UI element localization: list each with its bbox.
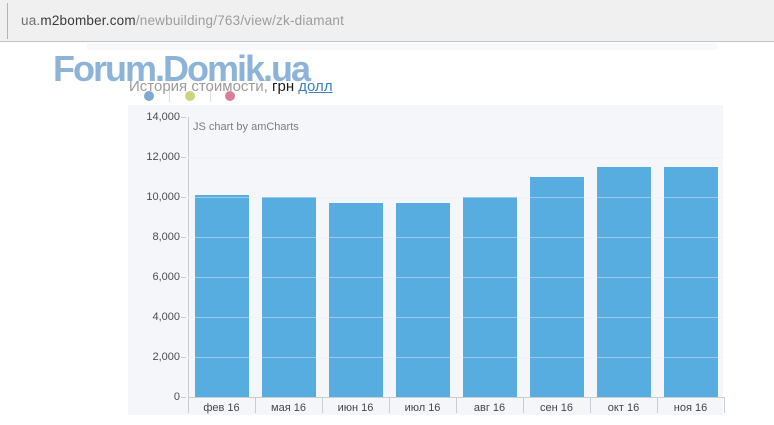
x-axis-tick — [255, 397, 256, 413]
y-axis-label: 4,000 — [152, 311, 180, 323]
subtitle-text: История стоимости, — [129, 78, 268, 95]
y-gridline — [188, 277, 724, 278]
y-gridline — [188, 357, 724, 358]
gridline-overlay — [188, 197, 724, 198]
chart-bar[interactable] — [462, 197, 517, 397]
chart-bar[interactable] — [596, 167, 651, 397]
x-axis-label: авг 16 — [473, 402, 506, 414]
y-gridline — [188, 197, 724, 198]
chart-bar[interactable] — [663, 167, 718, 397]
dot-separator — [169, 88, 170, 102]
y-axis-tick — [181, 237, 186, 238]
y-gridline — [188, 317, 724, 318]
chart-bar[interactable] — [529, 177, 584, 397]
x-axis-tick — [389, 397, 390, 413]
site-logo[interactable]: Forum.Domik.ua — [53, 48, 311, 89]
x-axis-tick — [322, 397, 323, 413]
y-axis-label: 10,000 — [146, 191, 180, 203]
x-axis-tick — [590, 397, 591, 413]
currency-link-usd[interactable]: долл — [298, 78, 333, 95]
y-axis-line — [188, 117, 189, 397]
url-subdomain: ua. — [21, 13, 41, 28]
x-axis-tick — [456, 397, 457, 413]
chart-bar[interactable] — [395, 203, 450, 397]
y-axis-tick — [181, 277, 186, 278]
chart-bar[interactable] — [194, 195, 249, 397]
y-axis-tick — [181, 317, 186, 318]
address-input[interactable]: ua.m2bomber.com/newbuilding/763/view/zk-… — [21, 13, 344, 28]
legend-dot — [225, 91, 235, 101]
y-gridline — [188, 157, 724, 158]
x-axis-label: фев 16 — [203, 402, 240, 414]
page-top-strip — [87, 43, 717, 50]
x-axis-label: мая 16 — [271, 402, 306, 414]
chart-subtitle: История стоимости, грн долл — [129, 78, 333, 95]
y-axis-tick — [181, 157, 186, 158]
x-axis-tick — [523, 397, 524, 413]
y-axis-label: 12,000 — [146, 151, 180, 163]
y-axis-tick — [181, 357, 186, 358]
y-axis-label: 2,000 — [152, 351, 180, 363]
x-axis-tick — [724, 397, 725, 413]
x-axis-label: окт 16 — [607, 402, 640, 414]
legend-dot — [144, 91, 154, 101]
amcharts-watermark[interactable]: JS chart by amCharts — [193, 121, 299, 133]
y-gridline — [188, 237, 724, 238]
y-axis-label: 14,000 — [146, 111, 180, 123]
x-axis-tick — [657, 397, 658, 413]
dot-separator — [210, 88, 211, 102]
x-axis-tick — [188, 397, 189, 413]
gridline-overlay — [188, 277, 724, 278]
chart-bar[interactable] — [328, 203, 383, 397]
gridline-overlay — [188, 157, 724, 158]
y-axis-label: 0 — [173, 391, 180, 403]
x-axis-label: июн 16 — [337, 402, 374, 414]
gridline-overlay — [188, 317, 724, 318]
url-path: /newbuilding/763/view/zk-diamant — [135, 13, 345, 28]
gridline-overlay — [188, 357, 724, 358]
legend-dot — [185, 91, 195, 101]
currency-selected: грн — [272, 78, 295, 95]
y-axis-tick — [181, 397, 186, 398]
x-axis-label: ноя 16 — [673, 402, 708, 414]
y-axis-tick — [181, 117, 186, 118]
y-axis-tick — [181, 197, 186, 198]
chart-bar[interactable] — [261, 197, 316, 397]
gridline-overlay — [188, 237, 724, 238]
url-host: m2bomber.com — [40, 13, 136, 28]
urlbar-divider — [7, 3, 8, 39]
y-axis-label: 6,000 — [152, 271, 180, 283]
price-history-chart: JS chart by amCharts 0 2,000 4,000 6,000 8,0… — [128, 105, 725, 415]
browser-url-bar[interactable]: ua.m2bomber.com/newbuilding/763/view/zk-… — [0, 0, 774, 42]
x-axis-label: сен 16 — [540, 402, 573, 414]
y-axis-label: 8,000 — [152, 231, 180, 243]
x-axis-label: июл 16 — [404, 402, 441, 414]
